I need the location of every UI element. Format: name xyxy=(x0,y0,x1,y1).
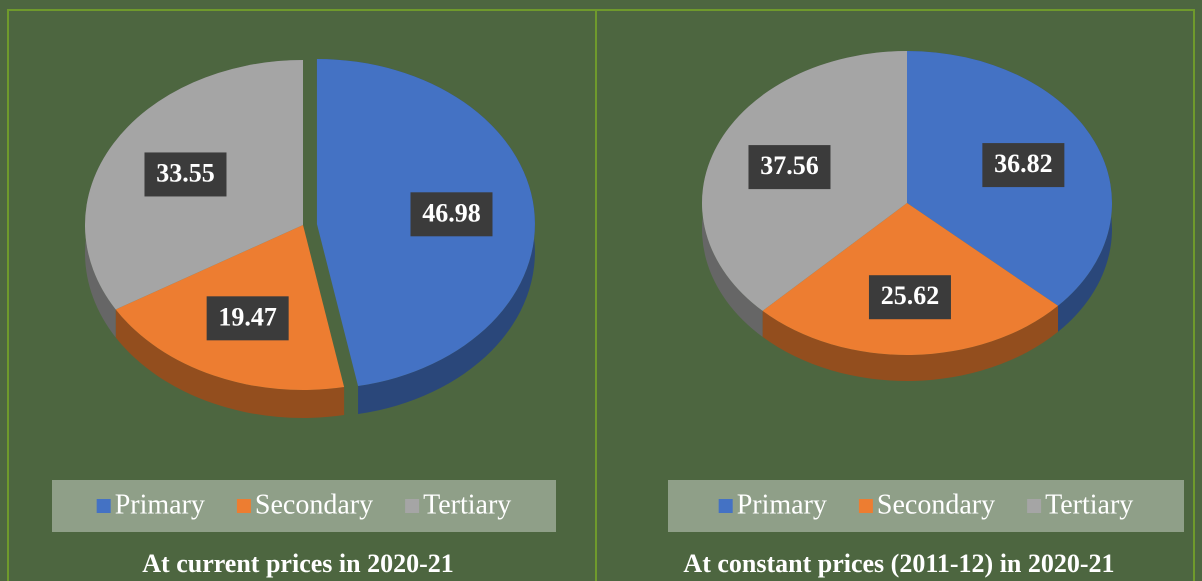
legend-label: Tertiary xyxy=(423,489,511,520)
legend-swatch xyxy=(1027,499,1042,513)
legend-label: Secondary xyxy=(877,489,995,520)
frame xyxy=(7,9,1195,581)
legend-swatch xyxy=(858,499,873,513)
legend-label: Primary xyxy=(737,489,827,520)
slice-side xyxy=(762,305,1059,381)
label-box xyxy=(144,152,227,197)
legend-swatch xyxy=(96,499,111,513)
label-box xyxy=(206,296,289,341)
legend-label: Tertiary xyxy=(1045,489,1133,520)
chart-title: At current prices in 2020-21 xyxy=(142,549,453,578)
legend: Primary Secondary Tertiary xyxy=(96,489,511,520)
label-box xyxy=(868,275,951,320)
legend: Primary Secondary Tertiary xyxy=(718,489,1133,520)
legend-label: Secondary xyxy=(255,489,373,520)
legend-swatch xyxy=(236,499,251,513)
label-box xyxy=(748,145,831,190)
data-label: 46.98 xyxy=(422,198,481,227)
legend-swatch xyxy=(405,499,420,513)
label-box xyxy=(410,192,493,237)
data-label: 36.82 xyxy=(994,149,1053,178)
slice-side xyxy=(115,309,345,418)
data-label: 37.56 xyxy=(760,151,819,180)
data-label: 33.55 xyxy=(156,158,215,187)
chart-title: At constant prices (2011-12) in 2020-21 xyxy=(683,549,1114,578)
data-label: 19.47 xyxy=(218,302,277,331)
legend-box xyxy=(52,480,556,532)
legend-swatch xyxy=(718,499,733,513)
legend-label: Primary xyxy=(115,489,205,520)
legend-box xyxy=(668,480,1184,532)
data-label: 25.62 xyxy=(881,281,940,310)
label-box xyxy=(982,143,1065,188)
